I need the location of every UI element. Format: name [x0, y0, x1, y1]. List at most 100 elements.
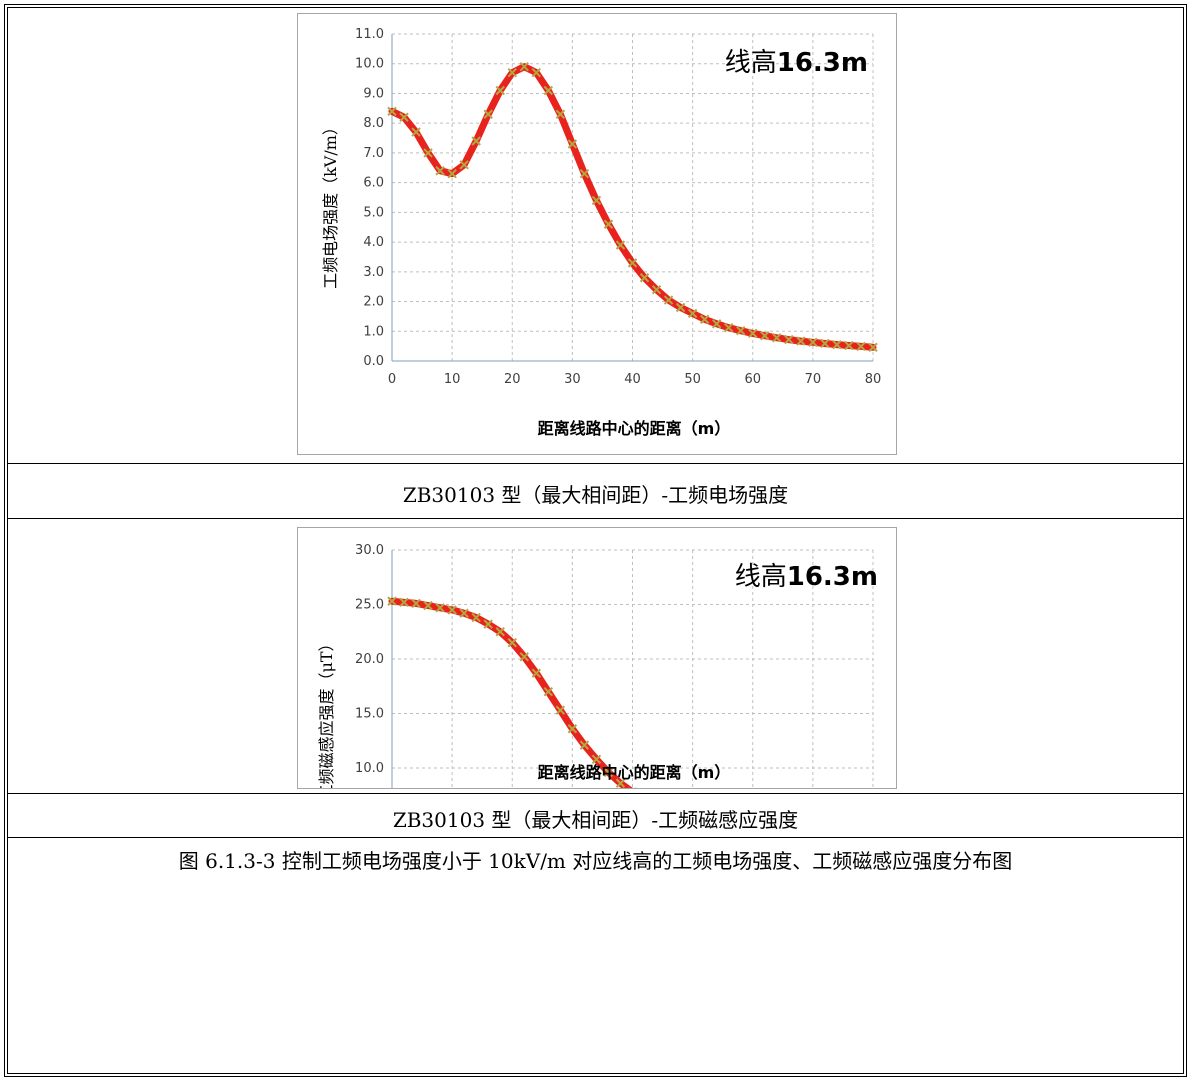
chart2-data-point [495, 627, 505, 637]
chart2-data-point [423, 600, 433, 611]
chart1-x-tick-label: 10 [444, 372, 461, 387]
chart1-data-point [411, 127, 421, 137]
chart1-data-point [760, 331, 770, 341]
chart2-caption: ZB30103 型（最大相间距）-工频磁感应强度 [392, 808, 799, 832]
divider-1 [8, 463, 1183, 464]
chart2-data-point [447, 605, 457, 615]
chart2-data-point [483, 619, 493, 629]
chart1-y-tick-label: 1.0 [363, 324, 384, 339]
chart1-data-point [808, 337, 818, 347]
chart1-data-point [675, 302, 686, 313]
chart2-data-point [555, 705, 566, 715]
chart1-data-point [483, 109, 493, 119]
chart1-data-point [603, 219, 614, 229]
chart2-x-label: 距离线路中心的距离（m） [538, 763, 731, 782]
magnetic-field-chart [297, 527, 897, 789]
chart1-data-point [507, 67, 517, 78]
chart2-data-point [531, 668, 542, 678]
chart1-data-point [711, 319, 722, 329]
chart1-data-point [796, 336, 806, 346]
chart1-data-point [627, 258, 638, 268]
chart1-data-point [399, 112, 409, 122]
chart1-data-point [651, 284, 662, 295]
chart2-data-point [591, 754, 602, 764]
chart1-data-point [639, 273, 650, 283]
chart1-y-ticks: 0.0 1.0 2.0 3.0 4.0 5.0 6.0 7.0 8.0 9.0 10.0 11.0 [355, 27, 384, 369]
chart2-y-tick-label: 30.0 [355, 543, 384, 558]
chart1-y-tick-label: 7.0 [363, 146, 384, 161]
electric-field-chart-svg: 0 10 20 30 40 50 60 70 80 0.0 1.0 2.0 3.0 4.0 5.0 6.0 7… [321, 27, 881, 438]
chart2-data-point [615, 778, 626, 788]
chart1-x-tick-label: 40 [624, 372, 641, 387]
chart2-data-point [579, 740, 590, 750]
chart2-data-point [603, 767, 614, 778]
figure-caption: 图 6.1.3-3 控制工频电场强度小于 10kV/m 对应线高的工频电场强度、… [178, 849, 1013, 873]
chart1-data-point [856, 341, 866, 352]
chart1-x-tick-label: 30 [564, 372, 581, 387]
chart1-y-tick-label: 8.0 [363, 116, 384, 131]
chart2-y-tick-label: 20.0 [355, 652, 384, 667]
chart1-data-point [531, 67, 542, 78]
chart2-y-tick-label: 25.0 [355, 598, 384, 613]
chart1-data-point [772, 333, 782, 343]
chart1-caption: ZB30103 型（最大相间距）-工频电场强度 [402, 483, 789, 507]
chart1-data-point [387, 106, 397, 116]
chart1-x-tick-label: 70 [805, 372, 822, 387]
chart2-data-point [627, 787, 638, 797]
chart1-data-point [748, 328, 758, 339]
chart2-data-point [519, 652, 529, 662]
chart1-data-point [832, 339, 842, 350]
chart1-data-point [555, 109, 566, 119]
chart1-data-point [435, 166, 445, 176]
chart1-data-point [844, 340, 854, 351]
chart1-y-tick-label: 4.0 [363, 235, 384, 250]
chart1-y-tick-label: 6.0 [363, 176, 384, 191]
figure-frame [4, 4, 1187, 1077]
chart1-data-point [687, 308, 698, 319]
chart1-data-point [471, 136, 481, 146]
chart1-data-point [543, 85, 554, 96]
chart2-y-tick-label: 15.0 [355, 707, 384, 722]
chart1-data-point [820, 338, 830, 349]
chart2-y-ticks: 0.05.010.015.020.025.030.0 [355, 543, 384, 885]
chart1-annotation: 线高16.3m [725, 48, 868, 78]
divider-3 [8, 793, 1183, 794]
chart1-x-ticks: 0 10 20 30 40 50 60 70 80 [388, 372, 881, 387]
electric-field-chart: 0 10 20 30 40 50 60 70 80 0.0 1.0 2.0 3.0 4.0 5.0 6.0 7… [297, 13, 897, 455]
chart1-x-tick-label: 50 [684, 372, 701, 387]
chart2-data-point [543, 686, 554, 697]
chart2-y-label: 工频磁感应强度（μT） [317, 635, 336, 789]
chart2-data-point [459, 608, 469, 618]
chart2-data-point [435, 603, 445, 613]
chart2-data-point [567, 724, 578, 734]
chart1-x-label: 距离线路中心的距离（m） [538, 419, 731, 438]
chart1-y-tick-label: 11.0 [355, 27, 384, 42]
chart1-data-point [868, 342, 878, 353]
chart1-data-point [423, 148, 433, 158]
chart1-y-tick-label: 3.0 [363, 265, 384, 280]
chart1-x-tick-label: 0 [388, 372, 396, 387]
chart2-data-point [411, 598, 421, 609]
chart1-y-tick-label: 10.0 [355, 57, 384, 72]
chart2-y-tick-label: 10.0 [355, 761, 384, 776]
chart1-x-tick-label: 80 [865, 372, 882, 387]
chart2-annotation: 线高16.3m [735, 562, 878, 592]
divider-4 [8, 837, 1183, 838]
chart1-data-point [591, 195, 602, 206]
chart1-y-tick-label: 5.0 [363, 205, 384, 220]
chart1-y-tick-label: 0.0 [363, 354, 384, 369]
chart1-data-point [615, 240, 626, 250]
chart2-data-point [471, 612, 481, 623]
chart1-data-point [723, 322, 734, 333]
chart1-axes [391, 34, 873, 362]
chart1-data-point [579, 169, 590, 179]
chart1-y-label: 工频电场强度（kV/m） [321, 119, 340, 289]
chart1-y-tick-label: 9.0 [363, 86, 384, 101]
chart1-data-point [784, 334, 794, 345]
chart1-grid [392, 33, 874, 361]
chart2-data-point [507, 637, 517, 648]
chart1-data-point [699, 314, 710, 325]
chart1-data-point [663, 295, 674, 305]
